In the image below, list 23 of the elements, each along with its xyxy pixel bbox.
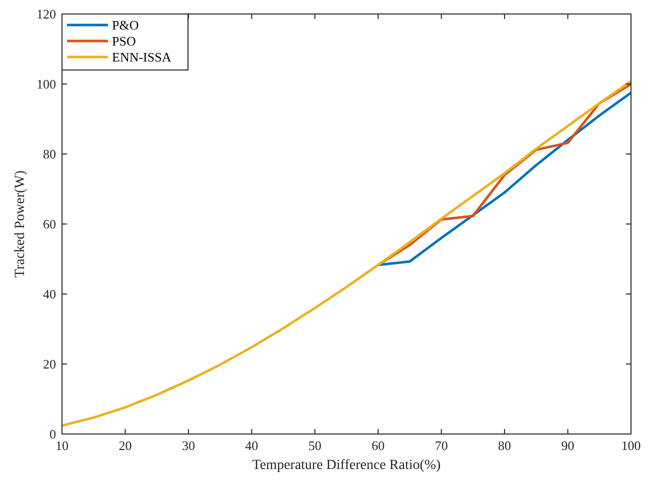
x-tick-label: 60 — [372, 438, 385, 453]
x-tick-label: 40 — [245, 438, 258, 453]
x-tick-label: 50 — [308, 438, 322, 453]
line-series — [60, 80, 632, 427]
legend-label: ENN-ISSA — [112, 50, 172, 64]
legend-label: P&O — [112, 18, 139, 32]
x-tick-label: 100 — [621, 438, 641, 453]
y-axis-title: Tracked Power(W) — [13, 170, 28, 278]
y-tick-label: 40 — [43, 286, 56, 302]
x-tick-label: 10 — [56, 438, 68, 453]
legend-label: PSO — [112, 34, 136, 48]
y-tick-label: 100 — [36, 76, 56, 92]
y-tick-label: 0 — [50, 426, 56, 442]
y-tick-label: 80 — [43, 146, 56, 162]
y-tick-label: 120 — [36, 6, 56, 22]
x-tick-label: 90 — [561, 438, 574, 453]
y-tick-label: 60 — [43, 216, 56, 232]
y-tick-label: 20 — [43, 356, 56, 372]
x-tick-label: 20 — [118, 438, 132, 453]
x-tick-label: 30 — [182, 438, 195, 453]
x-tick-label: 70 — [434, 438, 448, 453]
x-axis-title: Temperature Difference Ratio(%) — [252, 458, 442, 473]
x-tick-label: 80 — [498, 438, 512, 453]
